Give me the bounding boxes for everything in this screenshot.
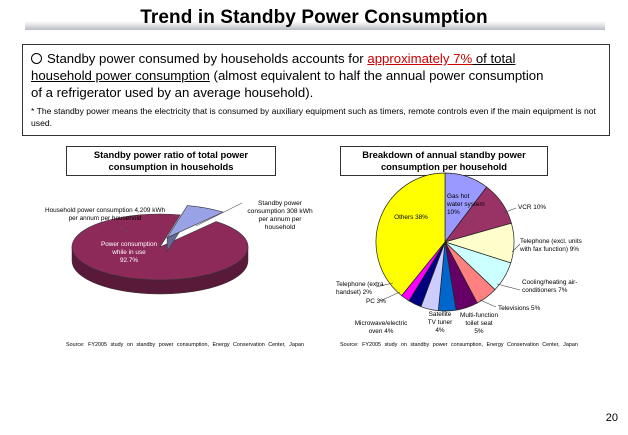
slice-label-telephone: Telephone (excl. units with fax function… xyxy=(520,238,582,253)
right-pie-leaders xyxy=(375,207,521,308)
right-leader-line-3 xyxy=(479,299,497,308)
slice-label-extra-handset: Telephone (extra handset) 2% xyxy=(336,281,384,296)
right-leader-line-0 xyxy=(502,207,517,214)
right-leader-line-5 xyxy=(379,291,401,302)
right-leader-line-4 xyxy=(375,282,394,288)
right-pie-chart xyxy=(375,172,515,312)
left-pie-leaders xyxy=(119,202,243,234)
highlight-percentage: approximately 7% xyxy=(367,51,473,66)
slice-label-satellite: Satellite TV tuner 4% xyxy=(427,311,453,334)
slice-label-toilet: Multi-function toilet seat 5% xyxy=(460,312,499,335)
slice-label-aircon: Cooling/heating air-conditioners 7% xyxy=(522,279,578,294)
circle-bullet-icon xyxy=(31,53,42,64)
left-pie-slice-0 xyxy=(71,213,249,281)
slice-label-gas: Gas hot water system 10% xyxy=(447,193,485,216)
summary-line-1: Standby power consumed by households acc… xyxy=(31,50,601,67)
slice-label-others-text: Others 38% xyxy=(394,214,428,221)
in-use-label-line2: while in use xyxy=(112,249,146,256)
summary-text-of-total: of total xyxy=(472,51,516,66)
slice-label-others: Others 38% xyxy=(394,214,428,222)
left-pie-chart xyxy=(71,204,249,295)
left-chart-title: Standby power ratio of total power consu… xyxy=(66,146,276,176)
left-source-note: Source: FY2005 study on standby power co… xyxy=(66,342,304,348)
summary-box: Standby power consumed by households acc… xyxy=(22,44,610,136)
right-leader-line-2 xyxy=(496,283,521,291)
standby-consumption-label: Standby power consumption 308 kWh per an… xyxy=(247,200,313,231)
summary-line-3: of a refrigerator used by an average hou… xyxy=(31,85,314,100)
page-title: Trend in Standby Power Consumption xyxy=(140,7,488,28)
household-leader-line xyxy=(119,225,129,234)
slice-label-microwave: Microwave/electric oven 4% xyxy=(354,320,408,335)
standby-leader-line xyxy=(195,202,243,227)
underlined-household-power: household power consumption xyxy=(31,68,210,83)
summary-text: Standby power consumed by households acc… xyxy=(47,51,368,66)
page-number: 20 xyxy=(605,412,618,424)
right-source-note: Source: FY2005 study on standby power co… xyxy=(340,342,578,348)
title-bar: Trend in Standby Power Consumption xyxy=(0,0,628,38)
summary-text: (almost equivalent to half the annual po… xyxy=(209,68,544,83)
slice-label-pc: PC 3% xyxy=(366,298,386,305)
in-use-label-line1: Power consumption xyxy=(100,241,158,248)
summary-line-2: household power consumption (almost equi… xyxy=(31,67,601,84)
right-leader-line-1 xyxy=(511,243,521,253)
slice-label-vcr: VCR 10% xyxy=(518,204,547,211)
in-use-label: Power consumption while in use 92.7% xyxy=(94,241,164,265)
right-chart-title: Breakdown of annual standby power consum… xyxy=(340,146,548,176)
in-use-percent: 92.7% xyxy=(119,257,139,264)
household-consumption-label: Household power consumption 4,209 kWh pe… xyxy=(44,207,166,222)
title-underline-band xyxy=(25,21,605,30)
footnote: * The standby power means the electricit… xyxy=(31,106,596,128)
right-pie-slice-10 xyxy=(375,172,446,297)
slice-label-televisions: Televisions 5% xyxy=(498,305,541,312)
